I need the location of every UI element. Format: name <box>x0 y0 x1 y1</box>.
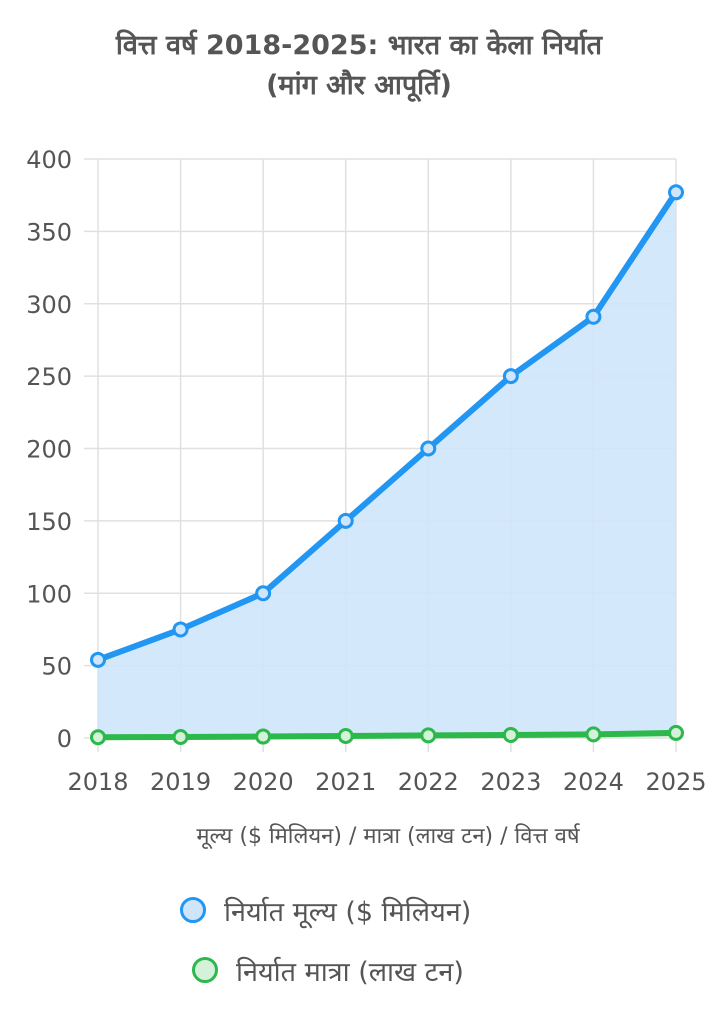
data-point-value <box>172 621 189 638</box>
x-axis-title: मूल्य ($ मिलियन) / मात्रा (लाख टन) / वित… <box>196 823 580 850</box>
x-tick-label: 2021 <box>315 768 376 796</box>
y-tick-label: 250 <box>26 363 72 391</box>
legend-label-value: निर्यात मूल्य ($ मिलियन) <box>224 896 472 928</box>
x-tick-label: 2018 <box>67 768 128 796</box>
legend-label-volume: निर्यात मात्रा (लाख टन) <box>236 956 464 988</box>
chart-title-line-2: (मांग और आपूर्ति) <box>266 70 452 101</box>
y-tick-label: 50 <box>41 653 72 681</box>
data-point-volume <box>172 728 189 745</box>
x-tick-label: 2024 <box>563 768 624 796</box>
y-tick-label: 350 <box>26 218 72 246</box>
x-axis-ticks: 2018 2019 2020 2021 2022 2023 2024 2025 <box>67 768 706 796</box>
chart-title: वित्त वर्ष 2018-2025: भारत का केला निर्य… <box>0 26 718 106</box>
data-point-volume <box>90 729 106 746</box>
data-point-volume <box>585 726 602 743</box>
y-axis-ticks: 0 50 100 150 200 250 300 350 400 <box>26 146 72 753</box>
series-line-volume <box>95 729 679 741</box>
data-point-volume <box>337 727 354 744</box>
legend-item-volume[interactable]: निर्यात मात्रा (लाख टन) <box>192 950 464 990</box>
series-points <box>90 184 684 746</box>
legend-swatch-volume <box>192 957 218 983</box>
series-area-value <box>98 192 676 739</box>
y-tick-label: 0 <box>57 725 72 753</box>
x-tick-label: 2025 <box>645 768 706 796</box>
x-tick-label: 2023 <box>480 768 541 796</box>
data-point-volume <box>420 727 437 744</box>
x-tick-label: 2019 <box>150 768 211 796</box>
data-point-value <box>585 308 602 325</box>
data-point-value <box>255 585 272 602</box>
data-point-value <box>502 368 519 385</box>
data-point-volume <box>502 726 519 743</box>
x-tick-label: 2020 <box>233 768 294 796</box>
data-point-value <box>668 184 684 201</box>
y-tick-label: 100 <box>26 580 72 608</box>
y-tick-label: 200 <box>26 436 72 464</box>
series-lines <box>95 189 679 741</box>
y-tick-label: 400 <box>26 146 72 174</box>
y-tick-label: 300 <box>26 291 72 319</box>
data-point-value <box>90 651 106 668</box>
chart-title-line-1: वित्त वर्ष 2018-2025: भारत का केला निर्य… <box>115 30 603 61</box>
data-point-volume <box>255 728 272 745</box>
legend-swatch-value <box>180 897 206 923</box>
data-point-volume <box>668 724 684 741</box>
y-tick-label: 150 <box>26 508 72 536</box>
data-point-value <box>337 512 354 529</box>
series-line-value <box>95 189 679 663</box>
x-tick-label: 2022 <box>398 768 459 796</box>
legend-item-value[interactable]: निर्यात मूल्य ($ मिलियन) <box>180 890 471 930</box>
data-point-value <box>420 440 437 457</box>
series-areas <box>98 192 676 739</box>
